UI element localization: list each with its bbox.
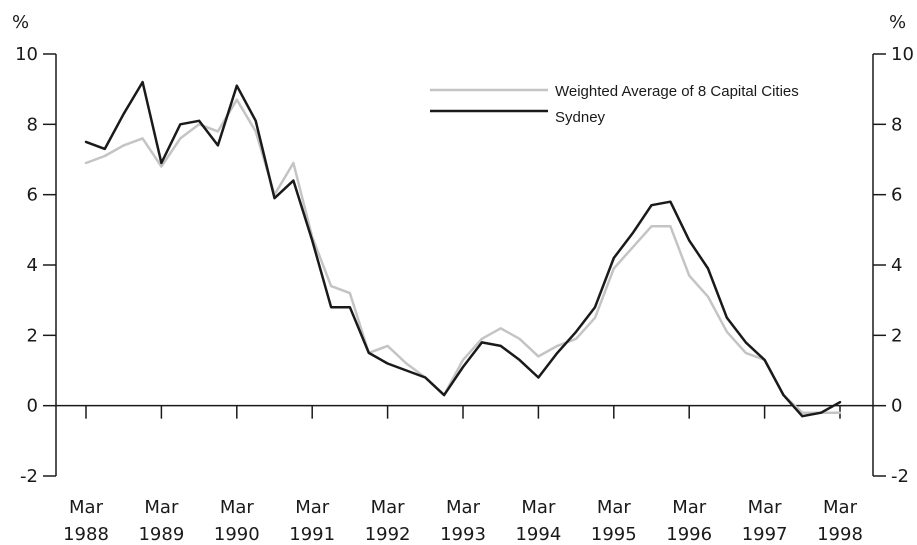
x-tick-label-month: Mar xyxy=(69,497,104,518)
x-tick-label-year: 1998 xyxy=(817,524,863,545)
left-y-tick-label: 10 xyxy=(15,44,38,65)
x-ticks: Mar 1988 Mar 1989 Mar 1990 Mar 1991 Mar 1992 Mar 19… xyxy=(63,405,863,545)
left-y-tick-label: 4 xyxy=(27,255,38,276)
axes xyxy=(55,54,874,476)
x-tick-label-year: 1995 xyxy=(591,524,637,545)
series-line-weighted-average xyxy=(84,98,842,414)
x-tick-label-month: Mar xyxy=(371,497,406,518)
legend-label-weighted-average: Weighted Average of 8 Capital Cities xyxy=(555,83,799,100)
x-tick-label-month: Mar xyxy=(597,497,632,518)
x-tick-label-year: 1994 xyxy=(515,524,561,545)
legend: Weighted Average of 8 Capital Cities Syd… xyxy=(430,83,799,126)
x-tick-label-month: Mar xyxy=(220,497,255,518)
left-y-unit-label: % xyxy=(12,12,29,33)
right-y-ticks: 10 8 6 4 2 0 -2 xyxy=(873,44,914,487)
left-y-ticks: 10 8 6 4 2 0 -2 xyxy=(15,44,56,487)
legend-label-sydney: Sydney xyxy=(555,109,606,126)
series-layer xyxy=(84,80,842,418)
x-tick-label-year: 1991 xyxy=(289,524,335,545)
right-y-tick-label: 6 xyxy=(891,185,902,206)
left-y-tick-label: 0 xyxy=(27,396,38,417)
right-y-tick-label: 4 xyxy=(891,255,902,276)
x-tick-label-month: Mar xyxy=(672,497,707,518)
left-y-tick-label: 2 xyxy=(27,325,38,346)
x-tick-label-year: 1988 xyxy=(63,524,109,545)
series-line-sydney xyxy=(84,80,842,418)
right-y-tick-label: 2 xyxy=(891,325,902,346)
x-tick-label-year: 1989 xyxy=(138,524,184,545)
x-tick-label-year: 1992 xyxy=(365,524,411,545)
x-tick-label-month: Mar xyxy=(748,497,783,518)
right-y-unit-label: % xyxy=(889,12,906,33)
x-tick-label-month: Mar xyxy=(446,497,481,518)
left-y-tick-label: 8 xyxy=(27,114,38,135)
left-y-tick-label: 6 xyxy=(27,185,38,206)
x-tick-label-month: Mar xyxy=(823,497,858,518)
left-y-tick-label: -2 xyxy=(20,466,38,487)
x-tick-label-year: 1996 xyxy=(666,524,712,545)
right-y-tick-label: -2 xyxy=(891,466,909,487)
x-tick-label-month: Mar xyxy=(144,497,179,518)
x-tick-label-month: Mar xyxy=(295,497,330,518)
x-tick-label-year: 1997 xyxy=(742,524,788,545)
right-y-tick-label: 0 xyxy=(891,396,902,417)
right-y-tick-label: 10 xyxy=(891,44,914,65)
x-tick-label-year: 1993 xyxy=(440,524,486,545)
right-y-tick-label: 8 xyxy=(891,114,902,135)
x-tick-label-year: 1990 xyxy=(214,524,260,545)
x-tick-label-month: Mar xyxy=(521,497,556,518)
